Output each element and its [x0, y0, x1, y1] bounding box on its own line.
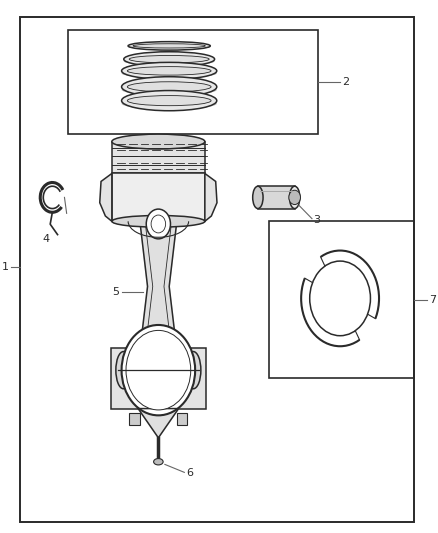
Text: 2: 2 — [342, 77, 350, 87]
Ellipse shape — [124, 52, 215, 67]
Bar — [268, 221, 413, 378]
Ellipse shape — [128, 42, 210, 50]
Ellipse shape — [127, 67, 211, 75]
Circle shape — [126, 330, 191, 410]
Ellipse shape — [129, 55, 209, 63]
Text: 4: 4 — [43, 234, 50, 244]
Bar — [129, 413, 140, 424]
Bar — [258, 186, 295, 208]
Ellipse shape — [133, 44, 205, 48]
Text: 5: 5 — [113, 287, 120, 297]
Polygon shape — [138, 224, 179, 370]
Polygon shape — [100, 173, 112, 221]
Ellipse shape — [127, 82, 211, 92]
Text: 3: 3 — [313, 215, 320, 225]
Ellipse shape — [122, 77, 217, 97]
Ellipse shape — [154, 458, 163, 465]
Bar — [110, 348, 206, 409]
Polygon shape — [112, 173, 205, 221]
Circle shape — [301, 251, 379, 346]
Bar — [177, 413, 187, 424]
Circle shape — [289, 190, 300, 205]
Ellipse shape — [124, 58, 215, 66]
Ellipse shape — [112, 134, 205, 149]
Ellipse shape — [122, 62, 217, 79]
Bar — [112, 142, 205, 173]
Circle shape — [146, 209, 170, 239]
Text: 6: 6 — [187, 469, 194, 479]
Polygon shape — [205, 173, 217, 221]
Ellipse shape — [122, 98, 217, 109]
Ellipse shape — [116, 352, 131, 389]
Text: 1: 1 — [2, 262, 9, 271]
Ellipse shape — [122, 84, 217, 95]
Polygon shape — [138, 409, 179, 438]
Circle shape — [122, 325, 195, 415]
Bar — [67, 30, 318, 134]
Ellipse shape — [127, 95, 211, 106]
Circle shape — [310, 261, 371, 336]
Ellipse shape — [253, 186, 263, 208]
Ellipse shape — [112, 215, 205, 227]
Ellipse shape — [186, 352, 201, 389]
Ellipse shape — [128, 45, 210, 50]
Ellipse shape — [122, 91, 217, 111]
Circle shape — [151, 215, 166, 233]
Ellipse shape — [290, 186, 300, 208]
Ellipse shape — [122, 69, 217, 78]
Text: 7: 7 — [429, 295, 436, 305]
